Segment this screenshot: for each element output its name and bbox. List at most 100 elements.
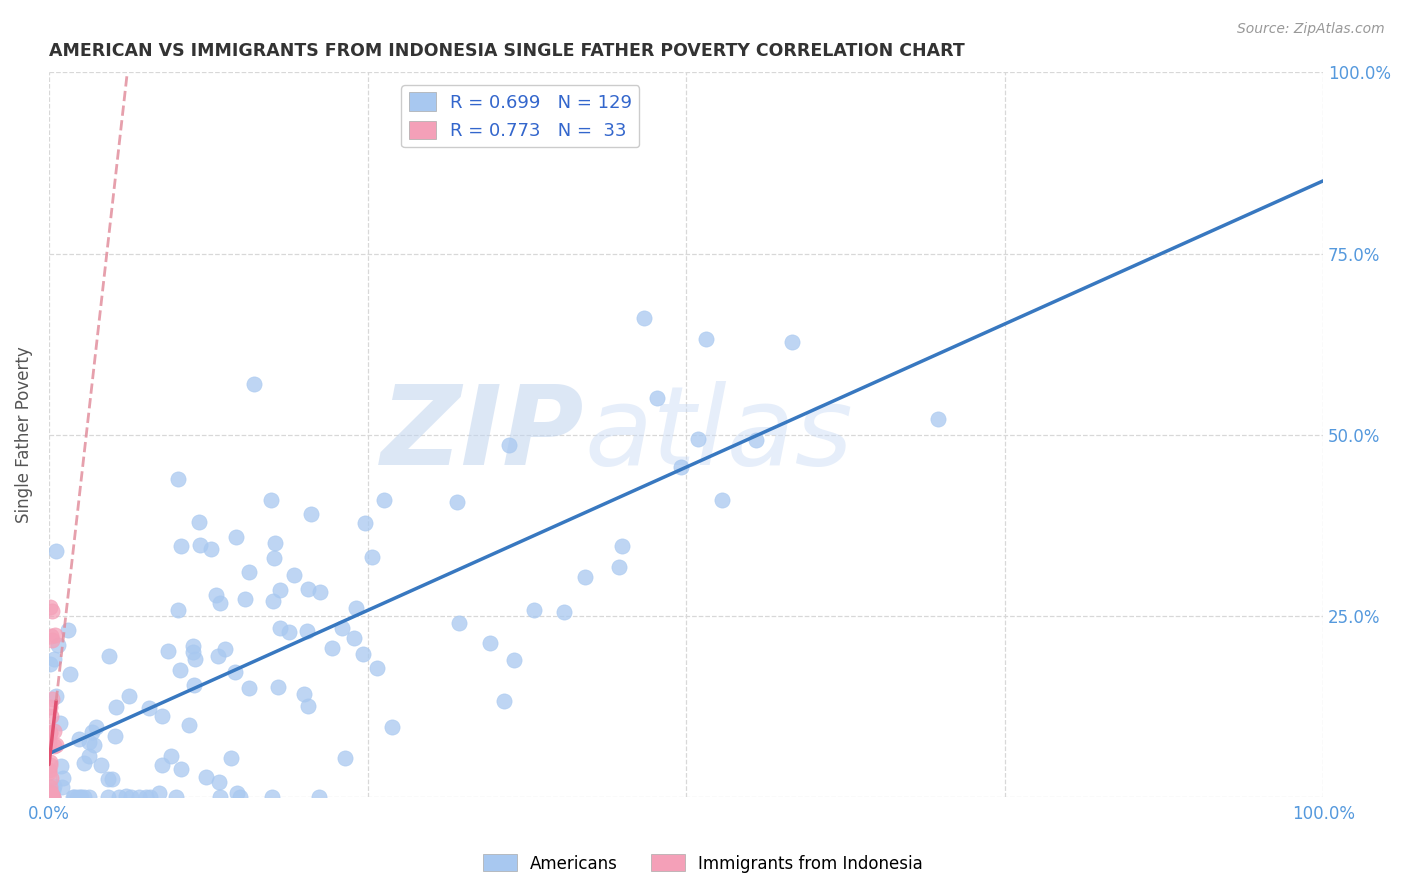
Point <box>84 719 107 733</box>
Point <box>492 694 515 708</box>
Point <box>67 732 90 747</box>
Point <box>148 786 170 800</box>
Point <box>69 790 91 805</box>
Point <box>38 790 60 805</box>
Point <box>39 700 62 714</box>
Point <box>242 376 264 391</box>
Point <box>56 623 79 637</box>
Text: atlas: atlas <box>583 381 853 488</box>
Point <box>42 739 65 754</box>
Point <box>38 736 60 750</box>
Point <box>44 724 66 739</box>
Point <box>83 738 105 752</box>
Point <box>38 755 60 769</box>
Point <box>69 790 91 805</box>
Point <box>38 780 60 795</box>
Point <box>523 603 546 617</box>
Point <box>38 790 60 805</box>
Point <box>266 680 288 694</box>
Point <box>235 591 257 606</box>
Point <box>478 636 501 650</box>
Point <box>170 540 193 554</box>
Point <box>333 751 356 765</box>
Point <box>39 758 62 772</box>
Point <box>633 311 655 326</box>
Point <box>39 790 62 805</box>
Point <box>695 332 717 346</box>
Point <box>49 716 72 731</box>
Point <box>710 492 733 507</box>
Point <box>498 438 520 452</box>
Point <box>321 641 343 656</box>
Point <box>373 493 395 508</box>
Legend: R = 0.699   N = 129, R = 0.773   N =  33: R = 0.699 N = 129, R = 0.773 N = 33 <box>402 85 640 147</box>
Point <box>344 601 367 615</box>
Point <box>238 681 260 695</box>
Point <box>128 790 150 805</box>
Point <box>41 788 63 802</box>
Point <box>208 774 231 789</box>
Point <box>184 652 207 666</box>
Point <box>39 790 62 805</box>
Point <box>38 765 60 780</box>
Point <box>115 789 138 803</box>
Point <box>610 539 633 553</box>
Point <box>207 649 229 664</box>
Point <box>169 663 191 677</box>
Point <box>41 604 63 618</box>
Point <box>381 720 404 734</box>
Point <box>39 786 62 800</box>
Point <box>120 790 142 805</box>
Point <box>262 593 284 607</box>
Point <box>77 735 100 749</box>
Text: Source: ZipAtlas.com: Source: ZipAtlas.com <box>1237 22 1385 37</box>
Point <box>308 790 330 805</box>
Point <box>166 472 188 486</box>
Point <box>150 709 173 723</box>
Point <box>51 759 73 773</box>
Point <box>41 692 63 706</box>
Point <box>553 605 575 619</box>
Point <box>41 633 63 648</box>
Point <box>44 628 66 642</box>
Point <box>219 750 242 764</box>
Point <box>45 544 67 558</box>
Text: ZIP: ZIP <box>381 381 583 488</box>
Point <box>354 516 377 531</box>
Point <box>503 653 526 667</box>
Point <box>214 641 236 656</box>
Point <box>181 645 204 659</box>
Point <box>39 708 62 723</box>
Point <box>297 582 319 597</box>
Point <box>59 667 82 681</box>
Point <box>225 530 247 544</box>
Point <box>297 698 319 713</box>
Point <box>39 790 62 805</box>
Point <box>77 790 100 805</box>
Point <box>45 689 67 703</box>
Point <box>645 391 668 405</box>
Point <box>38 790 60 805</box>
Point <box>117 690 139 704</box>
Point <box>42 779 65 793</box>
Point <box>39 785 62 799</box>
Point <box>167 602 190 616</box>
Point <box>780 335 803 350</box>
Point <box>269 583 291 598</box>
Point <box>39 790 62 805</box>
Point <box>42 652 65 666</box>
Point <box>45 738 67 752</box>
Point <box>108 790 131 805</box>
Point <box>669 460 692 475</box>
Point <box>66 790 89 805</box>
Point <box>263 551 285 566</box>
Point <box>688 432 710 446</box>
Point <box>574 570 596 584</box>
Point <box>139 790 162 805</box>
Point <box>80 725 103 739</box>
Point <box>79 748 101 763</box>
Point <box>238 565 260 579</box>
Point <box>330 621 353 635</box>
Point <box>62 790 84 805</box>
Point <box>97 772 120 786</box>
